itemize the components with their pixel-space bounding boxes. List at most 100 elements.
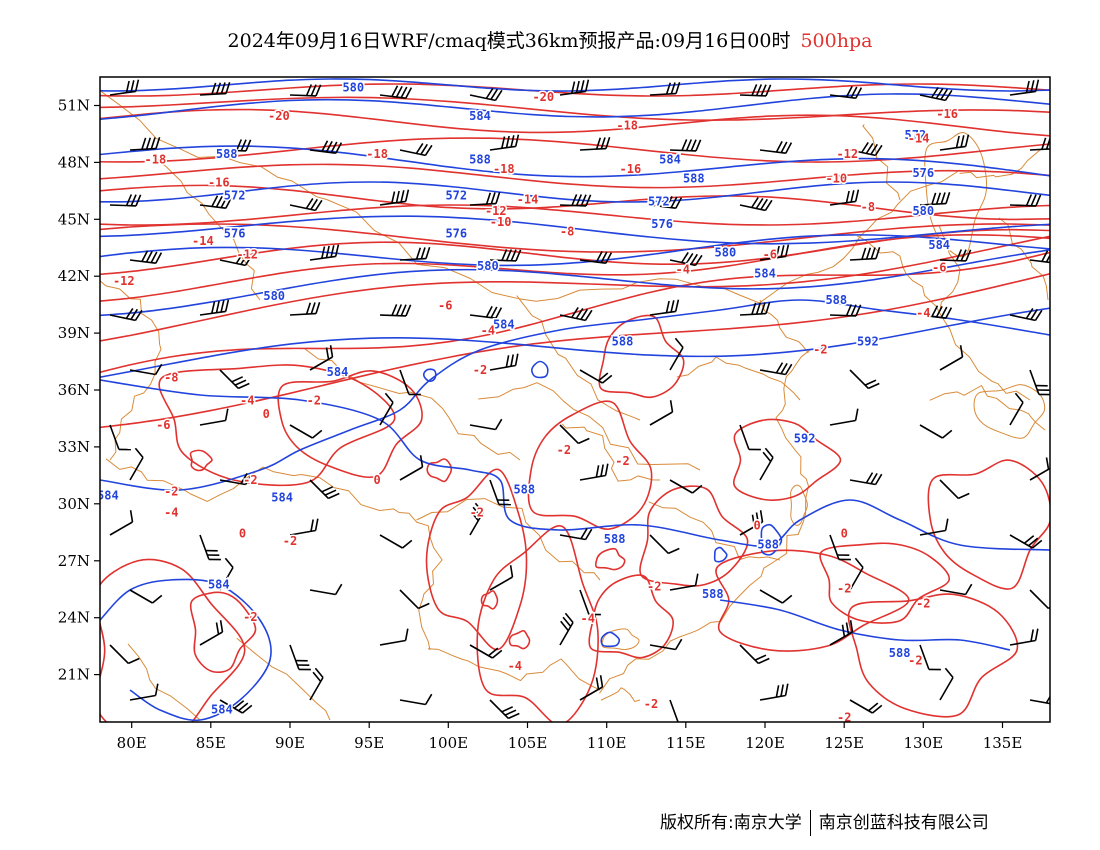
wind-barb [669,699,679,722]
wind-barb [579,589,601,616]
height-contour-lines [100,78,1050,722]
wind-barb [1009,534,1043,549]
wind-barb [829,189,860,206]
wind-barb [759,244,790,261]
longitude-axis: 80E 85E 90E 95E 100E 105E 110E 115E 120E 125E 130E… [117,722,1022,752]
lon-tick-label: 105E [508,734,548,752]
temperature-contour-lines [100,83,1050,722]
wind-barb [829,534,851,561]
copyright-owner: 版权所有:南京大学 [660,813,802,833]
lat-tick-label: 48N [58,153,90,171]
temperature-contour-labels: -20-20-18-16-14-18 -18-18-16-16-12-10-14-… [111,89,959,724]
temperature-contour-label: -2 [837,710,851,724]
lat-tick-label: 36N [58,381,90,399]
wind-barb [309,479,340,500]
height-contour-label: 588 [702,587,724,601]
height-contour-label: 584 [97,488,119,502]
copyright-separator [809,810,811,836]
height-contour-label: 572 [224,189,246,203]
wind-barb [289,84,322,97]
temperature-contour-label: -4 [164,505,178,519]
wind-barb [939,249,972,262]
temperature-contour-label: -4 [240,394,254,408]
temperature-contour-label: -12 [236,247,258,261]
wind-barb [109,510,134,536]
height-contour-label: 584 [928,238,950,252]
height-contour-label: 592 [794,431,816,445]
wind-barb [1029,369,1050,396]
wind-barb [649,400,674,426]
wind-barb [649,299,680,316]
wind-barb [649,81,681,96]
wind-barb [669,479,703,494]
wind-barb [399,246,431,261]
lon-tick-label: 125E [824,734,864,752]
wind-barb [199,534,221,561]
lon-tick-label: 120E [745,734,785,752]
temperature-contour-label: -8 [861,200,875,214]
temperature-contour-label: -2 [283,534,297,548]
temperature-contour-label: -8 [560,225,574,239]
lon-tick-label: 80E [117,734,147,752]
wind-barb [919,518,949,536]
wind-barb [489,479,511,506]
temperature-contour-label: -14 [517,192,539,206]
lat-tick-label: 45N [58,210,90,228]
wind-barb [1009,79,1040,96]
height-contour-label: 576 [224,227,246,241]
temperature-contour-label: -4 [481,323,495,337]
temperature-contour-label: -2 [615,454,629,468]
latitude-axis: 21N 24N 27N 30N 33N 36N 39N 42N 45N 48N 51N [58,97,100,684]
height-contour-label: 580 [715,246,737,260]
temperature-contour-label: -12 [836,147,858,161]
wind-barb [109,307,143,322]
wind-barb [649,534,680,555]
height-contour-label: 588 [469,153,491,167]
temperature-contour-label: -10 [825,172,847,186]
wind-barb [739,84,772,97]
wind-barb [469,87,503,102]
height-contour-label: 588 [604,532,626,546]
temperature-contour-label: -18 [616,118,638,132]
wind-barb [1029,589,1050,610]
height-contour-label: 584 [493,318,515,332]
title-level: 500hpa [800,30,873,52]
wind-barb [109,79,140,96]
copyright-notice: 版权所有:南京大学 南京创蓝科技有限公司 [660,808,989,836]
temperature-contour-label: -2 [243,473,257,487]
wind-barb [219,252,253,267]
wind-barb [219,369,250,390]
lon-tick-label: 110E [587,734,627,752]
wind-barb [759,683,789,701]
wind-barb [309,583,343,596]
wind-barb [489,699,520,720]
lat-tick-label: 30N [58,495,90,513]
wind-barb [109,424,131,451]
wind-barb [559,424,590,445]
wind-barb [579,136,611,151]
wind-barb [289,644,311,671]
wind-barb [219,472,253,486]
height-contour-label: 588 [216,147,238,161]
wind-barb [379,534,413,549]
wind-barb [469,502,484,536]
temperature-contour-label: -16 [936,107,958,121]
temperature-contour-label: -12 [113,274,135,288]
temperature-contour-label: -2 [557,443,571,457]
wind-barb [109,194,142,207]
wind-barb [379,85,413,99]
wind-barb [199,81,231,96]
wind-barb [199,299,230,316]
wind-barb [829,620,854,646]
lon-tick-label: 95E [354,734,384,752]
wind-barb [289,424,323,439]
wind-barb [129,136,161,151]
height-contour-label: 572 [905,128,927,142]
height-contour-label: 592 [857,335,879,349]
wind-barb [919,86,953,102]
wind-barb [469,191,501,206]
map-frame [99,76,1051,723]
lat-tick-label: 42N [58,267,90,285]
